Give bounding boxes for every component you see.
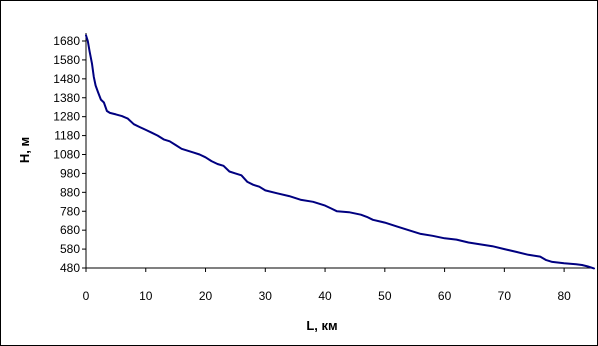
x-tick-label: 50 bbox=[378, 289, 392, 303]
y-tick-label: 1380 bbox=[53, 91, 80, 105]
y-tick-label: 1580 bbox=[53, 53, 80, 67]
y-tick-label: 580 bbox=[60, 242, 80, 256]
y-tick-label: 1480 bbox=[53, 72, 80, 86]
x-tick-label: 0 bbox=[83, 289, 90, 303]
x-tick-label: 40 bbox=[318, 289, 332, 303]
y-tick-labels: 1680 1580 1480 1380 1280 1180 1080 980 880 780 680… bbox=[53, 34, 80, 275]
x-tick-label: 80 bbox=[557, 289, 571, 303]
y-tick-label: 480 bbox=[60, 261, 80, 275]
x-tick-label: 60 bbox=[438, 289, 452, 303]
y-tick-label: 1180 bbox=[54, 129, 80, 143]
y-tick-label: 880 bbox=[60, 185, 80, 199]
y-axis-title: H, м bbox=[17, 137, 32, 163]
series-group bbox=[85, 34, 595, 270]
y-tick-label: 780 bbox=[60, 204, 80, 218]
x-axis-title: L, км bbox=[306, 318, 337, 333]
x-tick-label: 70 bbox=[498, 289, 512, 303]
y-tick-label: 980 bbox=[60, 166, 80, 180]
y-tick-label: 680 bbox=[60, 223, 80, 237]
x-tick-label: 10 bbox=[139, 289, 153, 303]
y-tick-label: 1080 bbox=[53, 148, 80, 162]
chart-axes bbox=[82, 33, 594, 272]
y-tick-label: 1280 bbox=[53, 110, 80, 124]
x-tick-label: 20 bbox=[199, 289, 213, 303]
series-line bbox=[85, 34, 595, 270]
y-tick-label: 1680 bbox=[53, 34, 80, 48]
x-tick-labels: 0 10 20 30 40 50 60 70 80 bbox=[83, 289, 571, 303]
x-tick-label: 30 bbox=[259, 289, 273, 303]
